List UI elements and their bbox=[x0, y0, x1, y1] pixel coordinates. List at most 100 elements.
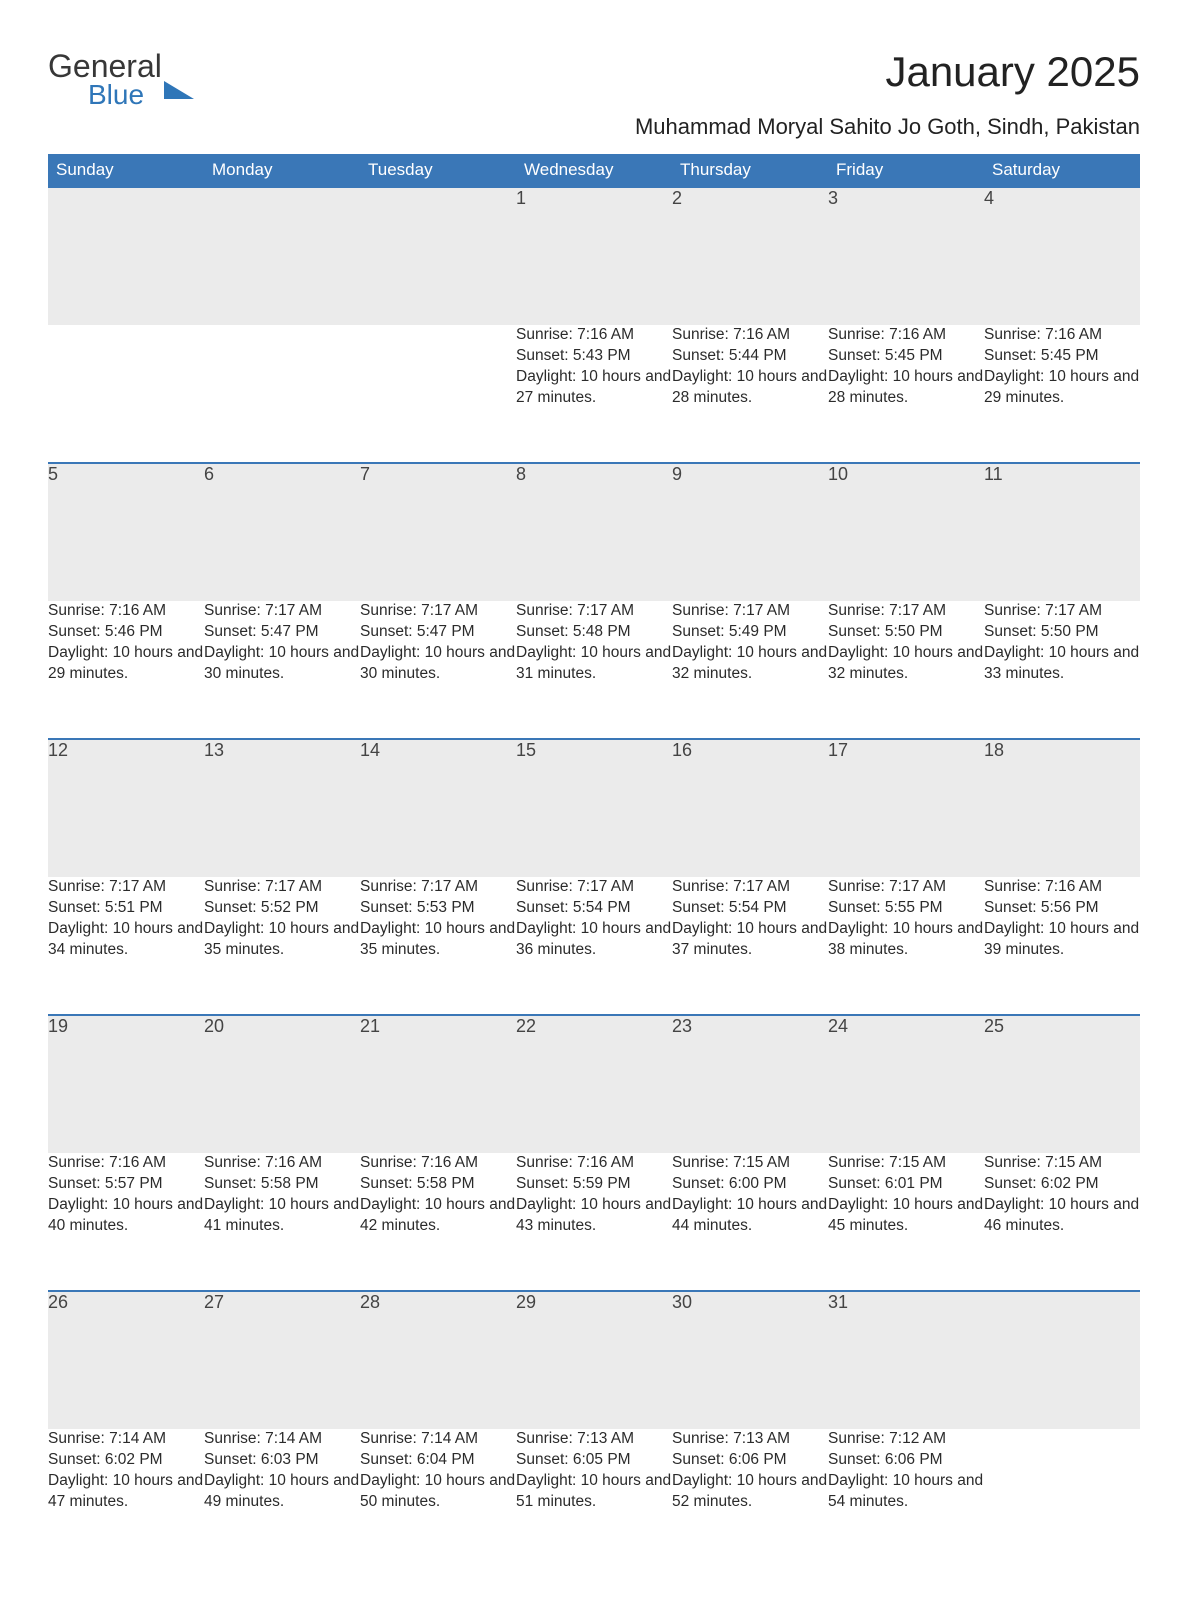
day-header: Sunday bbox=[48, 154, 204, 187]
sunset-text: Sunset: 6:00 PM bbox=[672, 1174, 828, 1195]
sunset-text: Sunset: 5:54 PM bbox=[516, 898, 672, 919]
day-number-cell: 9 bbox=[672, 463, 828, 601]
sunset-text: Sunset: 5:59 PM bbox=[516, 1174, 672, 1195]
day-number-cell bbox=[204, 187, 360, 325]
sunrise-text: Sunrise: 7:17 AM bbox=[360, 601, 516, 622]
day-number-cell: 10 bbox=[828, 463, 984, 601]
sunset-text: Sunset: 5:55 PM bbox=[828, 898, 984, 919]
day-details-cell: Sunrise: 7:16 AMSunset: 5:45 PMDaylight:… bbox=[984, 325, 1140, 463]
day-number-cell: 21 bbox=[360, 1015, 516, 1153]
sunset-text: Sunset: 5:46 PM bbox=[48, 622, 204, 643]
day-details-cell: Sunrise: 7:14 AMSunset: 6:04 PMDaylight:… bbox=[360, 1429, 516, 1567]
sunset-text: Sunset: 5:49 PM bbox=[672, 622, 828, 643]
daylight-text: Daylight: 10 hours and 34 minutes. bbox=[48, 919, 204, 961]
daylight-text: Daylight: 10 hours and 41 minutes. bbox=[204, 1195, 360, 1237]
daylight-text: Daylight: 10 hours and 51 minutes. bbox=[516, 1471, 672, 1513]
sunrise-text: Sunrise: 7:14 AM bbox=[204, 1429, 360, 1450]
daylight-text: Daylight: 10 hours and 32 minutes. bbox=[672, 643, 828, 685]
day-details-cell: Sunrise: 7:14 AMSunset: 6:02 PMDaylight:… bbox=[48, 1429, 204, 1567]
sunrise-text: Sunrise: 7:17 AM bbox=[828, 877, 984, 898]
day-header: Tuesday bbox=[360, 154, 516, 187]
day-details-cell: Sunrise: 7:13 AMSunset: 6:05 PMDaylight:… bbox=[516, 1429, 672, 1567]
sunrise-text: Sunrise: 7:16 AM bbox=[360, 1153, 516, 1174]
day-details-cell: Sunrise: 7:16 AMSunset: 5:44 PMDaylight:… bbox=[672, 325, 828, 463]
sunrise-text: Sunrise: 7:15 AM bbox=[984, 1153, 1140, 1174]
header-bar: General Blue January 2025 Muhammad Morya… bbox=[48, 48, 1140, 140]
sunrise-text: Sunrise: 7:17 AM bbox=[204, 877, 360, 898]
daylight-text: Daylight: 10 hours and 32 minutes. bbox=[828, 643, 984, 685]
day-number-cell: 30 bbox=[672, 1291, 828, 1429]
daylight-text: Daylight: 10 hours and 38 minutes. bbox=[828, 919, 984, 961]
sunset-text: Sunset: 5:57 PM bbox=[48, 1174, 204, 1195]
sunrise-text: Sunrise: 7:16 AM bbox=[984, 877, 1140, 898]
day-number-cell: 19 bbox=[48, 1015, 204, 1153]
sunrise-text: Sunrise: 7:17 AM bbox=[672, 877, 828, 898]
day-details-cell: Sunrise: 7:17 AMSunset: 5:51 PMDaylight:… bbox=[48, 877, 204, 1015]
logo: General Blue bbox=[48, 48, 194, 111]
sunrise-text: Sunrise: 7:15 AM bbox=[828, 1153, 984, 1174]
sunset-text: Sunset: 6:06 PM bbox=[672, 1450, 828, 1471]
day-number-cell: 16 bbox=[672, 739, 828, 877]
day-details-cell: Sunrise: 7:16 AMSunset: 5:59 PMDaylight:… bbox=[516, 1153, 672, 1291]
sunset-text: Sunset: 6:03 PM bbox=[204, 1450, 360, 1471]
daylight-text: Daylight: 10 hours and 37 minutes. bbox=[672, 919, 828, 961]
daylight-text: Daylight: 10 hours and 30 minutes. bbox=[360, 643, 516, 685]
sunrise-text: Sunrise: 7:12 AM bbox=[828, 1429, 984, 1450]
sunset-text: Sunset: 5:51 PM bbox=[48, 898, 204, 919]
day-details-cell: Sunrise: 7:16 AMSunset: 5:58 PMDaylight:… bbox=[360, 1153, 516, 1291]
day-number-cell: 29 bbox=[516, 1291, 672, 1429]
daylight-text: Daylight: 10 hours and 49 minutes. bbox=[204, 1471, 360, 1513]
daylight-text: Daylight: 10 hours and 52 minutes. bbox=[672, 1471, 828, 1513]
day-details-cell: Sunrise: 7:15 AMSunset: 6:00 PMDaylight:… bbox=[672, 1153, 828, 1291]
daylight-text: Daylight: 10 hours and 46 minutes. bbox=[984, 1195, 1140, 1237]
sunrise-text: Sunrise: 7:16 AM bbox=[828, 325, 984, 346]
daylight-text: Daylight: 10 hours and 42 minutes. bbox=[360, 1195, 516, 1237]
day-number-cell: 26 bbox=[48, 1291, 204, 1429]
daylight-text: Daylight: 10 hours and 40 minutes. bbox=[48, 1195, 204, 1237]
location-subtitle: Muhammad Moryal Sahito Jo Goth, Sindh, P… bbox=[635, 114, 1140, 140]
day-number-cell: 18 bbox=[984, 739, 1140, 877]
day-header: Saturday bbox=[984, 154, 1140, 187]
sunset-text: Sunset: 6:04 PM bbox=[360, 1450, 516, 1471]
day-details-cell: Sunrise: 7:17 AMSunset: 5:48 PMDaylight:… bbox=[516, 601, 672, 739]
sunset-text: Sunset: 6:05 PM bbox=[516, 1450, 672, 1471]
day-details-cell: Sunrise: 7:17 AMSunset: 5:50 PMDaylight:… bbox=[984, 601, 1140, 739]
day-number-cell: 3 bbox=[828, 187, 984, 325]
sunrise-text: Sunrise: 7:17 AM bbox=[204, 601, 360, 622]
daylight-text: Daylight: 10 hours and 35 minutes. bbox=[360, 919, 516, 961]
sunset-text: Sunset: 5:45 PM bbox=[828, 346, 984, 367]
day-details-cell: Sunrise: 7:16 AMSunset: 5:58 PMDaylight:… bbox=[204, 1153, 360, 1291]
day-details-cell: Sunrise: 7:12 AMSunset: 6:06 PMDaylight:… bbox=[828, 1429, 984, 1567]
daylight-text: Daylight: 10 hours and 39 minutes. bbox=[984, 919, 1140, 961]
daylight-text: Daylight: 10 hours and 35 minutes. bbox=[204, 919, 360, 961]
daylight-text: Daylight: 10 hours and 31 minutes. bbox=[516, 643, 672, 685]
day-details-cell: Sunrise: 7:13 AMSunset: 6:06 PMDaylight:… bbox=[672, 1429, 828, 1567]
day-number-cell: 27 bbox=[204, 1291, 360, 1429]
daylight-text: Daylight: 10 hours and 33 minutes. bbox=[984, 643, 1140, 685]
day-header: Monday bbox=[204, 154, 360, 187]
day-number-cell: 4 bbox=[984, 187, 1140, 325]
sunrise-text: Sunrise: 7:14 AM bbox=[48, 1429, 204, 1450]
sunset-text: Sunset: 5:47 PM bbox=[360, 622, 516, 643]
day-number-cell: 5 bbox=[48, 463, 204, 601]
sunset-text: Sunset: 5:47 PM bbox=[204, 622, 360, 643]
day-details-cell: Sunrise: 7:17 AMSunset: 5:50 PMDaylight:… bbox=[828, 601, 984, 739]
day-details-cell: Sunrise: 7:17 AMSunset: 5:49 PMDaylight:… bbox=[672, 601, 828, 739]
day-number-cell: 17 bbox=[828, 739, 984, 877]
day-details-cell bbox=[984, 1429, 1140, 1567]
day-number-cell: 2 bbox=[672, 187, 828, 325]
daylight-text: Daylight: 10 hours and 27 minutes. bbox=[516, 367, 672, 409]
sunrise-text: Sunrise: 7:16 AM bbox=[204, 1153, 360, 1174]
sunset-text: Sunset: 6:06 PM bbox=[828, 1450, 984, 1471]
calendar-header-row: SundayMondayTuesdayWednesdayThursdayFrid… bbox=[48, 154, 1140, 187]
day-number-cell: 23 bbox=[672, 1015, 828, 1153]
day-details-cell bbox=[204, 325, 360, 463]
day-number-cell: 1 bbox=[516, 187, 672, 325]
daylight-text: Daylight: 10 hours and 28 minutes. bbox=[672, 367, 828, 409]
sunset-text: Sunset: 6:02 PM bbox=[984, 1174, 1140, 1195]
daylight-text: Daylight: 10 hours and 47 minutes. bbox=[48, 1471, 204, 1513]
day-details-cell: Sunrise: 7:16 AMSunset: 5:57 PMDaylight:… bbox=[48, 1153, 204, 1291]
day-number-cell: 22 bbox=[516, 1015, 672, 1153]
sunrise-text: Sunrise: 7:17 AM bbox=[360, 877, 516, 898]
day-details-cell: Sunrise: 7:15 AMSunset: 6:02 PMDaylight:… bbox=[984, 1153, 1140, 1291]
